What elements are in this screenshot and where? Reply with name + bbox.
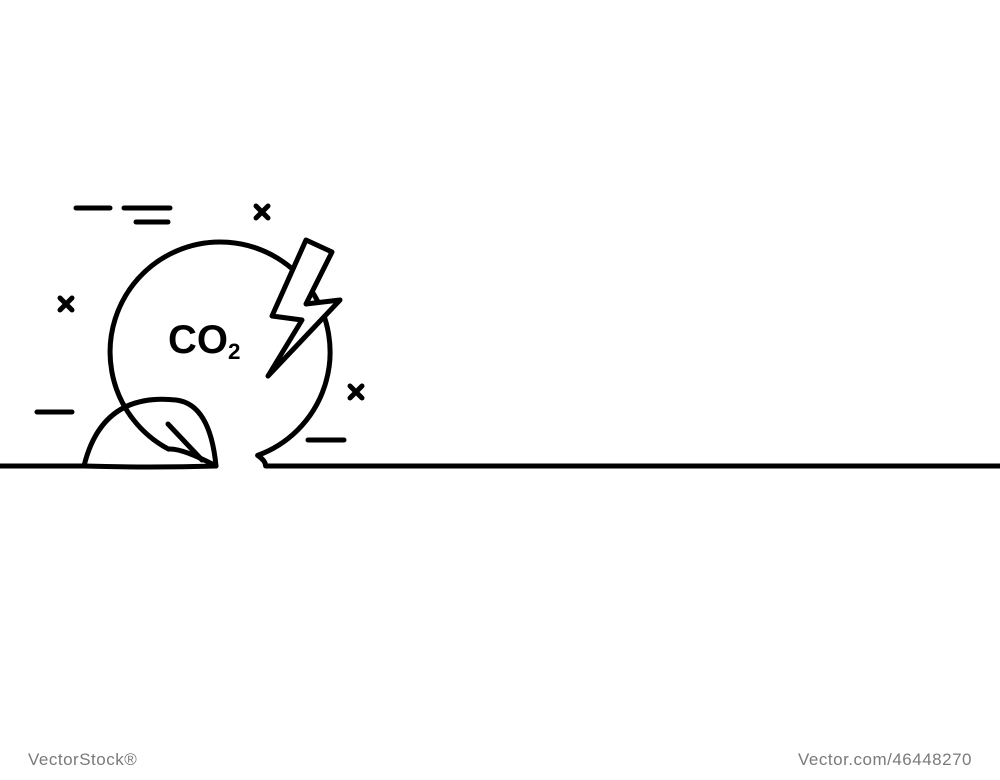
co2-label-main: CO [168, 318, 228, 362]
co2-icon-illustration [0, 0, 1000, 780]
watermark-brand: VectorStock® [28, 750, 137, 770]
main-outline [0, 242, 1000, 466]
watermark-id: Vector.com/46448270 [798, 750, 972, 770]
co2-label-sub: 2 [228, 339, 240, 364]
decoration-sparkle [350, 386, 362, 398]
decoration-sparkle [256, 206, 268, 218]
leaf-lower-edge [84, 466, 216, 467]
decoration-sparkle [60, 298, 72, 310]
co2-label: CO2 [168, 320, 240, 360]
